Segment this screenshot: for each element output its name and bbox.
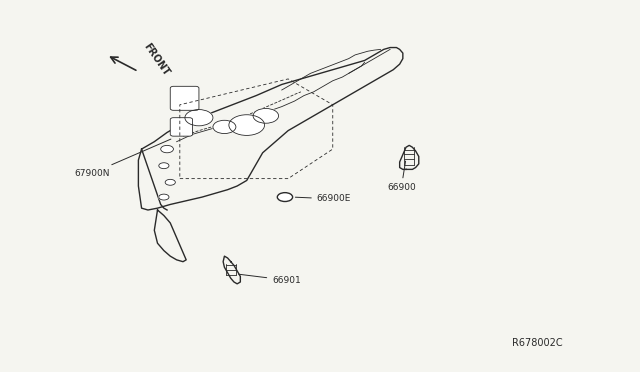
Text: R678002C: R678002C <box>511 339 562 349</box>
Circle shape <box>185 110 213 126</box>
Circle shape <box>161 145 173 153</box>
Text: FRONT: FRONT <box>141 41 171 77</box>
Text: 66900: 66900 <box>387 161 415 192</box>
Circle shape <box>253 109 278 123</box>
FancyBboxPatch shape <box>170 118 193 136</box>
Circle shape <box>159 163 169 169</box>
Circle shape <box>277 193 292 202</box>
Circle shape <box>213 120 236 134</box>
Text: 67900N: 67900N <box>75 139 171 177</box>
Circle shape <box>159 194 169 200</box>
Circle shape <box>229 115 264 135</box>
Text: 66901: 66901 <box>239 274 301 285</box>
Text: 66900E: 66900E <box>296 195 351 203</box>
FancyBboxPatch shape <box>170 86 199 110</box>
Circle shape <box>165 179 175 185</box>
